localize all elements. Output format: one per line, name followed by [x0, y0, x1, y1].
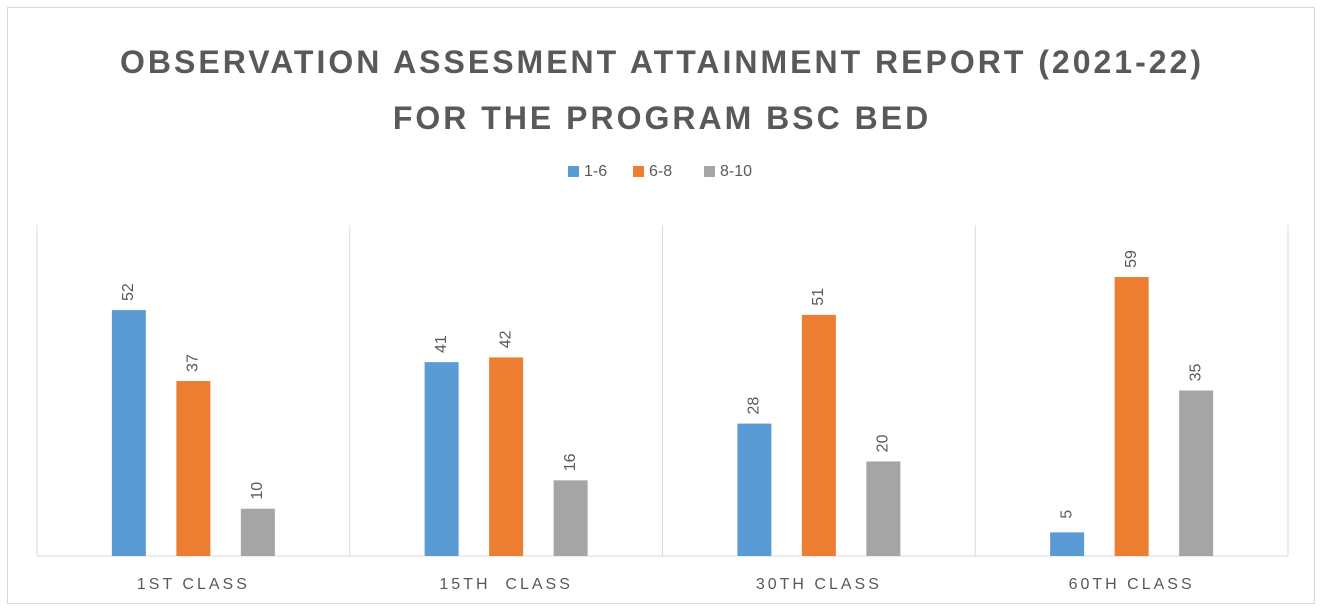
data-label: 59 [1123, 250, 1140, 268]
data-label: 10 [249, 482, 266, 500]
bar [801, 314, 836, 556]
data-label: 28 [746, 397, 763, 415]
legend-label: 6-8 [649, 163, 672, 180]
data-label: 35 [1187, 364, 1204, 382]
chart-title: OBSERVATION ASSESMENT ATTAINMENT REPORT … [120, 44, 1204, 136]
bar [1050, 532, 1085, 556]
bar [1179, 390, 1214, 556]
legend-swatch [633, 166, 644, 177]
bar [176, 381, 211, 556]
data-label: 51 [810, 288, 827, 306]
data-label: 37 [185, 354, 202, 372]
bar [111, 310, 146, 556]
data-label: 16 [562, 453, 579, 471]
data-label: 41 [433, 335, 450, 353]
data-label: 52 [120, 283, 137, 301]
x-tick-label: 60TH CLASS [1069, 576, 1195, 593]
bar [489, 357, 524, 556]
legend-swatch [704, 166, 715, 177]
legend-swatch [568, 166, 579, 177]
bar [553, 480, 588, 556]
bar [424, 362, 459, 556]
bar [240, 508, 275, 556]
legend-label: 1-6 [584, 163, 607, 180]
bar [1114, 277, 1149, 556]
chart-frame [7, 7, 1315, 604]
data-label: 5 [1058, 510, 1075, 519]
x-tick-label: 1ST CLASS [137, 576, 250, 593]
bar [737, 423, 772, 556]
bar [866, 461, 901, 556]
x-tick-label: 30TH CLASS [756, 576, 882, 593]
x-tick-label: 15TH CLASS [439, 576, 572, 593]
data-label: 20 [875, 434, 892, 452]
data-label: 42 [497, 330, 514, 348]
legend-label: 8-10 [720, 163, 752, 180]
